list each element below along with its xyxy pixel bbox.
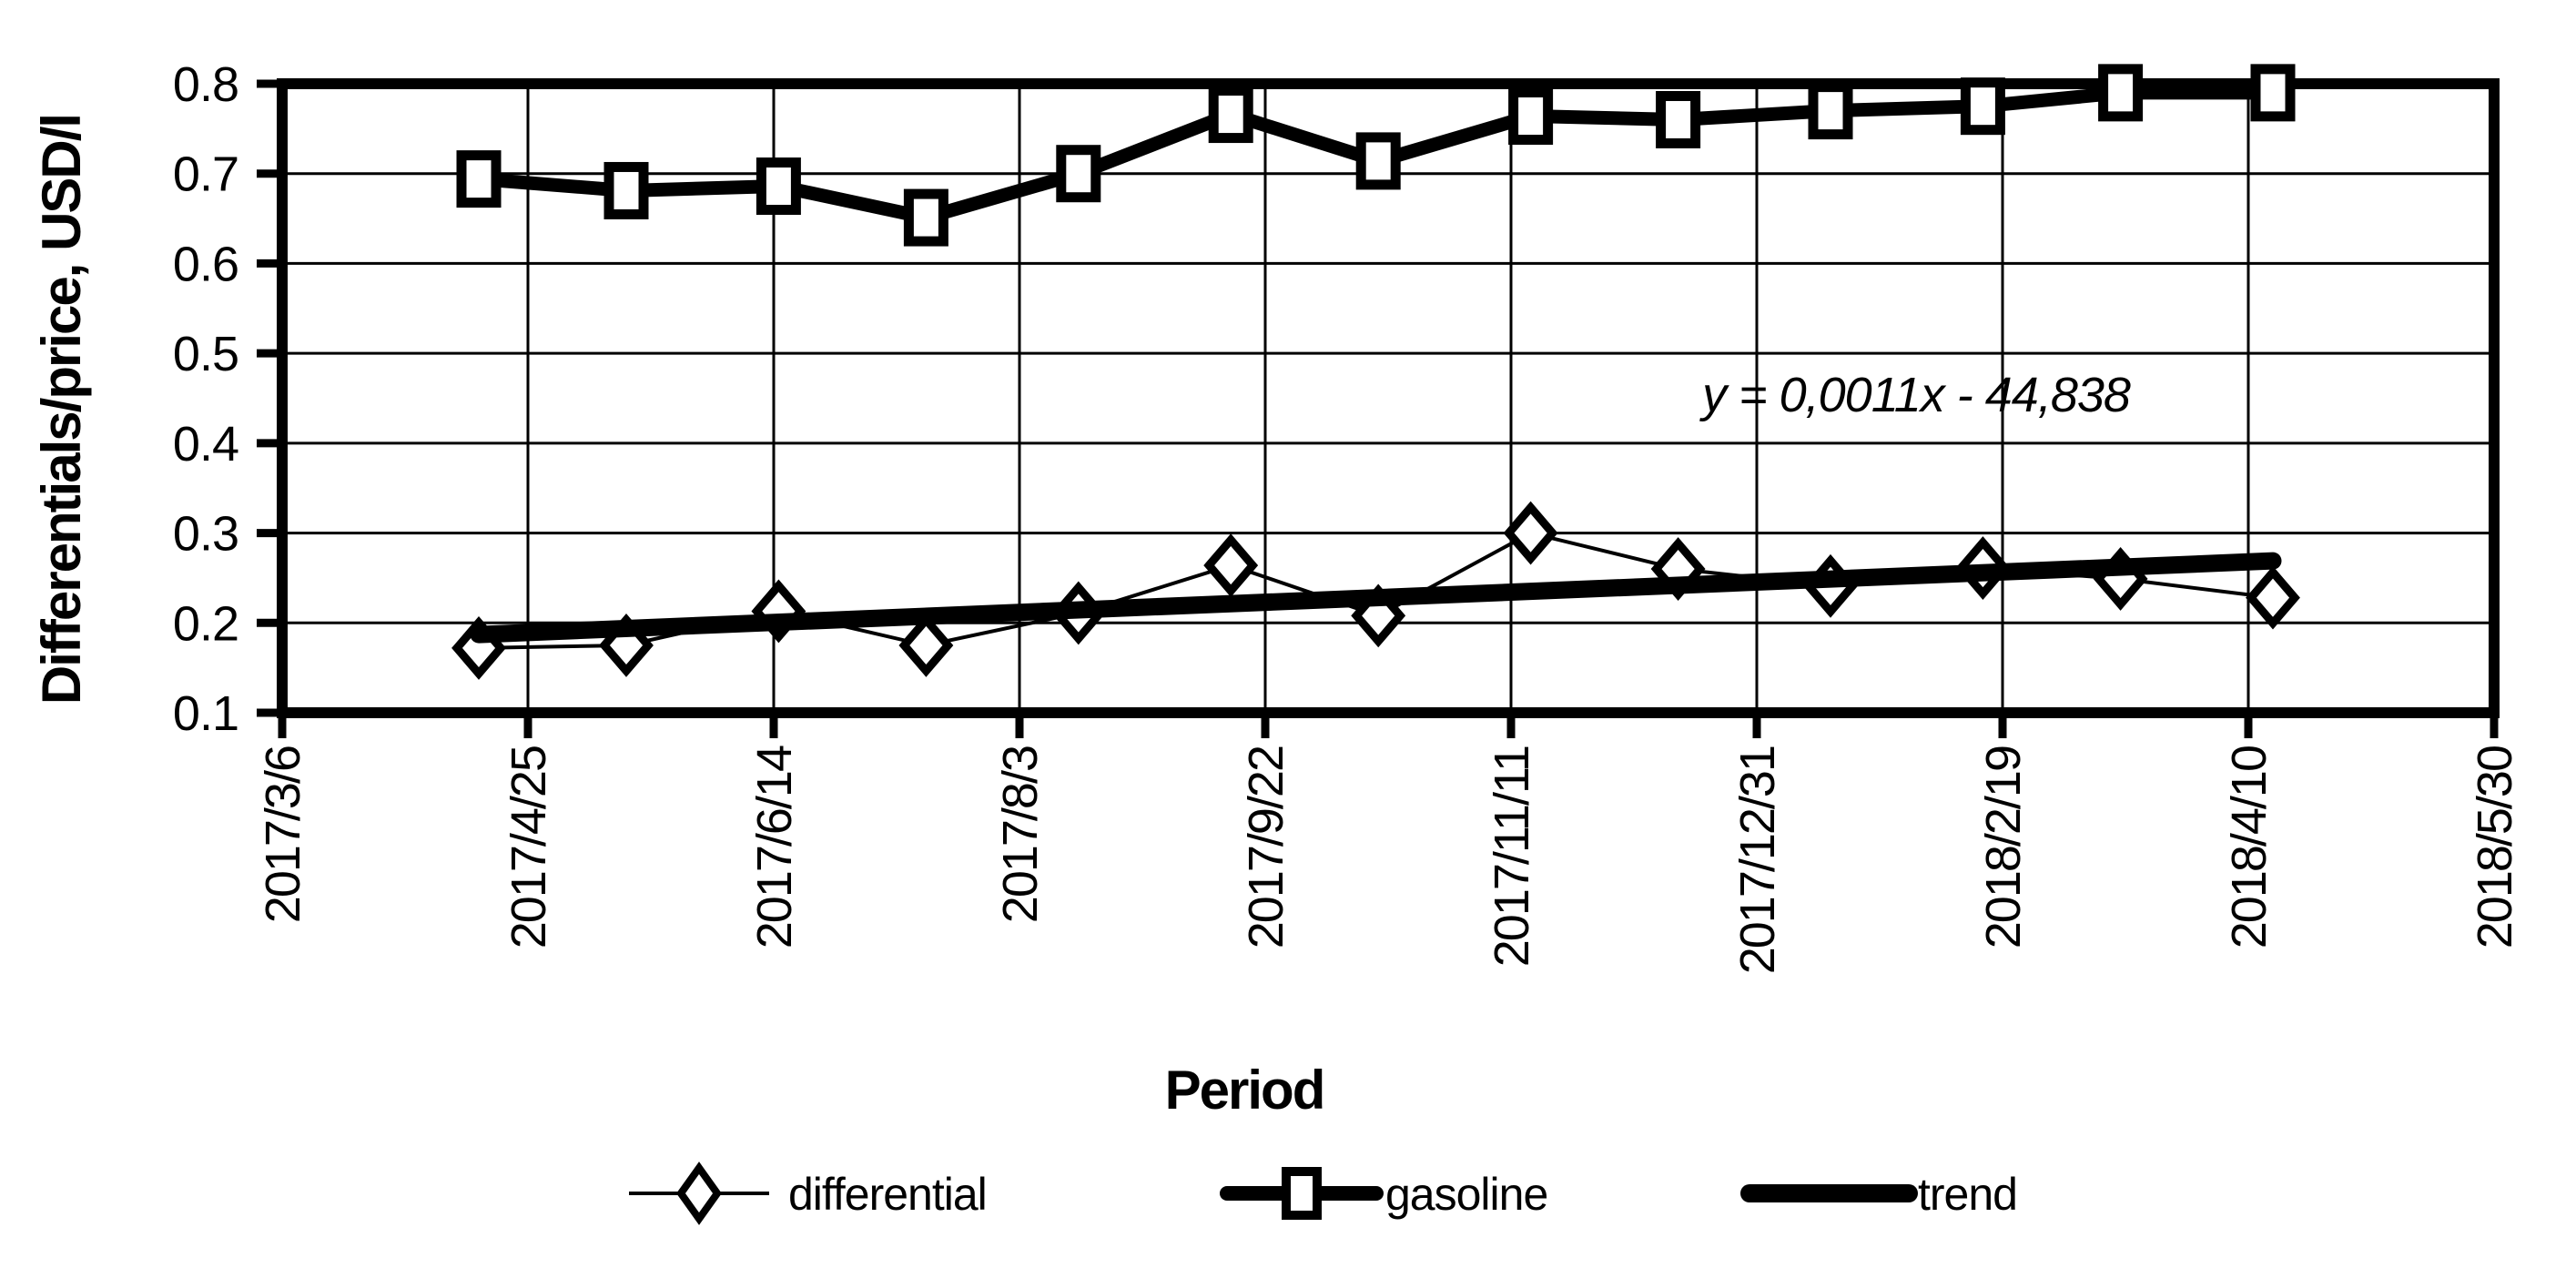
differential-diamond-marker [1503, 501, 1558, 565]
gasoline-square-marker [1656, 90, 1701, 148]
legend-label-gasoline: gasoline [1385, 1169, 1547, 1220]
x-tick-label: 2017/8/3 [993, 746, 1048, 923]
gasoline-square-marker [1355, 132, 1401, 190]
y-tick-label: 0.7 [173, 147, 238, 202]
legend-label-differential: differential [788, 1169, 987, 1220]
gasoline-square-marker [603, 161, 649, 219]
gasoline-square-marker [2250, 64, 2296, 122]
x-tick-label: 2018/2/19 [1976, 746, 2031, 948]
x-tick-label: 2017/12/31 [1730, 746, 1785, 974]
y-tick-label: 0.2 [173, 596, 238, 651]
gasoline-square-marker [2098, 64, 2144, 122]
differential-diamond-marker [2246, 565, 2300, 630]
gasoline-square-marker [456, 150, 502, 208]
gasoline-square-marker [1208, 86, 1253, 144]
y-tick-label: 0.5 [173, 327, 238, 381]
legend: differential gasoline trend [629, 1161, 2018, 1225]
gasoline-square-marker [1508, 87, 1554, 146]
gasoline-square-marker [1056, 145, 1101, 203]
x-tick-label: 2017/9/22 [1239, 746, 1293, 948]
gasoline-square-marker [756, 157, 801, 216]
trend-equation-annotation: y = 0,0011x - 44,838 [1699, 368, 2131, 422]
x-tick-label: 2018/4/10 [2222, 746, 2277, 948]
y-tick-label: 0.3 [173, 507, 238, 562]
plot-frame [277, 78, 2500, 718]
y-tick-label: 0.6 [173, 237, 238, 291]
gasoline-square-marker [903, 188, 948, 247]
x-axis-title: Period [1165, 1060, 1324, 1121]
x-tick-label: 2017/11/11 [1485, 746, 1539, 967]
x-tick-label: 2017/4/25 [502, 746, 556, 948]
y-tick-label: 0.8 [173, 57, 238, 112]
differential-diamond-marker [1203, 533, 1259, 598]
diamond-icon [676, 1161, 722, 1225]
y-tick-label: 0.4 [173, 417, 238, 472]
legend-label-trend: trend [1918, 1169, 2017, 1220]
y-tick-label: 0.1 [173, 686, 238, 741]
x-tick-label: 2017/6/14 [747, 746, 802, 948]
trend-line [470, 552, 2282, 644]
y-axis-title: Differentials/price, USD/l [31, 115, 92, 705]
gasoline-square-marker [1960, 77, 2005, 136]
x-tick-label: 2018/5/30 [2468, 746, 2522, 948]
differential-diamond-marker [898, 614, 954, 677]
square-icon [1282, 1167, 1322, 1220]
gasoline-square-marker [1808, 82, 1853, 140]
x-tick-label: 2017/3/6 [256, 746, 310, 923]
